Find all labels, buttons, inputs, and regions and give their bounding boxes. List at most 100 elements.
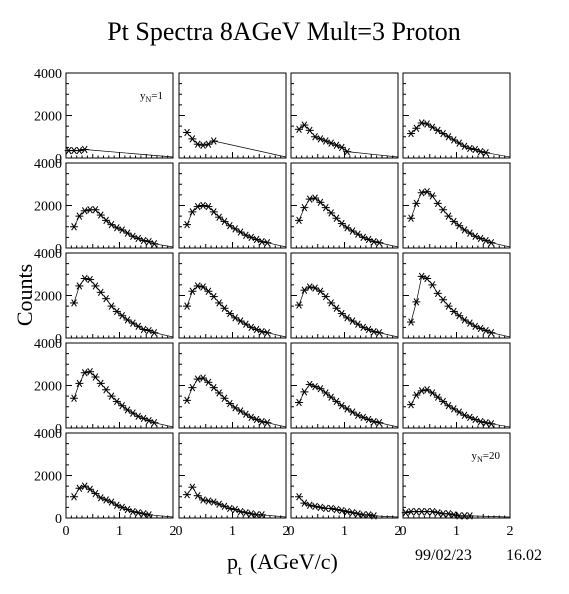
- panel-label-value: =1: [151, 90, 163, 102]
- data-point: [257, 237, 266, 246]
- data-point: [332, 214, 341, 222]
- x-tick-label: 2: [507, 524, 514, 539]
- data-point: [118, 401, 127, 410]
- panel-10: [178, 252, 287, 339]
- data-point: [80, 274, 89, 283]
- data-point: [215, 299, 224, 307]
- data-point: [337, 309, 346, 318]
- data-point: [128, 507, 137, 516]
- data-point: [188, 383, 197, 392]
- panel-16: [402, 342, 511, 429]
- data-point: [321, 203, 330, 212]
- data-point: [183, 302, 192, 310]
- data-point: [188, 208, 197, 216]
- data-point: [332, 304, 341, 312]
- data-point: [204, 287, 213, 295]
- data-point: [332, 505, 341, 514]
- data-point: [225, 399, 234, 408]
- data-point: [433, 289, 442, 298]
- data-point: [80, 369, 89, 377]
- data-point: [375, 328, 384, 337]
- panel-19: 0 1 2: [288, 432, 402, 539]
- data-point: [204, 497, 213, 505]
- panel-3: [290, 72, 399, 159]
- data-point: [91, 282, 100, 290]
- data-point: [369, 417, 378, 426]
- data-point: [375, 238, 384, 247]
- data-point: [183, 490, 192, 499]
- data-point: [112, 397, 121, 406]
- y-tick-label: 2000: [34, 470, 62, 485]
- panel-frame: [178, 252, 287, 339]
- y-tick-label: 2000: [34, 380, 62, 395]
- panel-1: 0 2000 4000 yN=1: [34, 67, 174, 167]
- data-point: [257, 327, 266, 336]
- data-point: [199, 283, 208, 291]
- data-point: [295, 493, 304, 501]
- data-point: [188, 135, 197, 143]
- panel-label-sub: N: [146, 95, 152, 104]
- data-point: [199, 201, 208, 210]
- y-tick-label: 0: [55, 332, 62, 347]
- data-point: [476, 417, 485, 426]
- data-point: [300, 121, 309, 129]
- panel-label-symbol: y: [472, 450, 478, 462]
- panel-frame: [402, 252, 511, 339]
- data-point: [139, 510, 148, 518]
- data-point: [96, 379, 105, 388]
- data-point: [423, 187, 432, 196]
- data-point: [300, 388, 309, 396]
- fit-curve: [186, 377, 287, 428]
- data-point: [263, 418, 272, 427]
- fit-curve: [410, 389, 511, 428]
- data-point: [247, 510, 256, 518]
- data-point: [337, 506, 346, 515]
- data-point: [407, 400, 416, 409]
- data-point: [428, 192, 437, 200]
- data-point: [444, 302, 453, 310]
- data-point: [204, 202, 213, 211]
- panel-17: 0 2000 4000 0 1 2: [34, 427, 177, 539]
- data-point: [220, 304, 229, 312]
- data-point: [487, 238, 496, 247]
- data-point: [225, 309, 234, 318]
- data-point: [481, 148, 490, 157]
- y-tick-label: 4000: [34, 67, 62, 82]
- data-point: [96, 288, 105, 297]
- data-point: [183, 396, 192, 405]
- data-point: [295, 301, 304, 309]
- data-point: [295, 125, 304, 134]
- footer-time: 16.02: [506, 547, 542, 564]
- data-point: [193, 491, 202, 500]
- fit-curve: [73, 371, 174, 428]
- data-point: [375, 418, 384, 427]
- data-point: [444, 212, 453, 220]
- data-point: [263, 328, 272, 337]
- data-point: [102, 216, 111, 225]
- data-point: [80, 207, 89, 215]
- panel-20: 0 1 2 yN=20: [400, 432, 514, 539]
- panel-12: [402, 252, 511, 339]
- panel-6: [178, 162, 287, 249]
- data-point: [433, 199, 442, 208]
- data-point: [107, 302, 116, 310]
- data-point: [428, 507, 437, 516]
- y-axis-label: Counts: [12, 264, 37, 326]
- data-point: [412, 199, 421, 208]
- x-tick-label: 0: [63, 524, 70, 539]
- data-point: [91, 373, 100, 381]
- data-point: [70, 299, 79, 307]
- panel-13: 0 2000 4000: [34, 337, 174, 437]
- data-point: [449, 511, 458, 519]
- data-point: [215, 213, 224, 221]
- data-point: [295, 398, 304, 407]
- y-tick-label: 2000: [34, 110, 62, 125]
- panel-frame: [178, 162, 287, 249]
- x-tick-label: 0: [288, 524, 295, 539]
- data-point: [263, 238, 272, 247]
- data-point: [220, 394, 229, 402]
- fit-curve: [298, 197, 399, 248]
- data-point: [476, 147, 485, 156]
- fit-curve: [186, 486, 287, 518]
- panel-label-value: =20: [483, 450, 501, 462]
